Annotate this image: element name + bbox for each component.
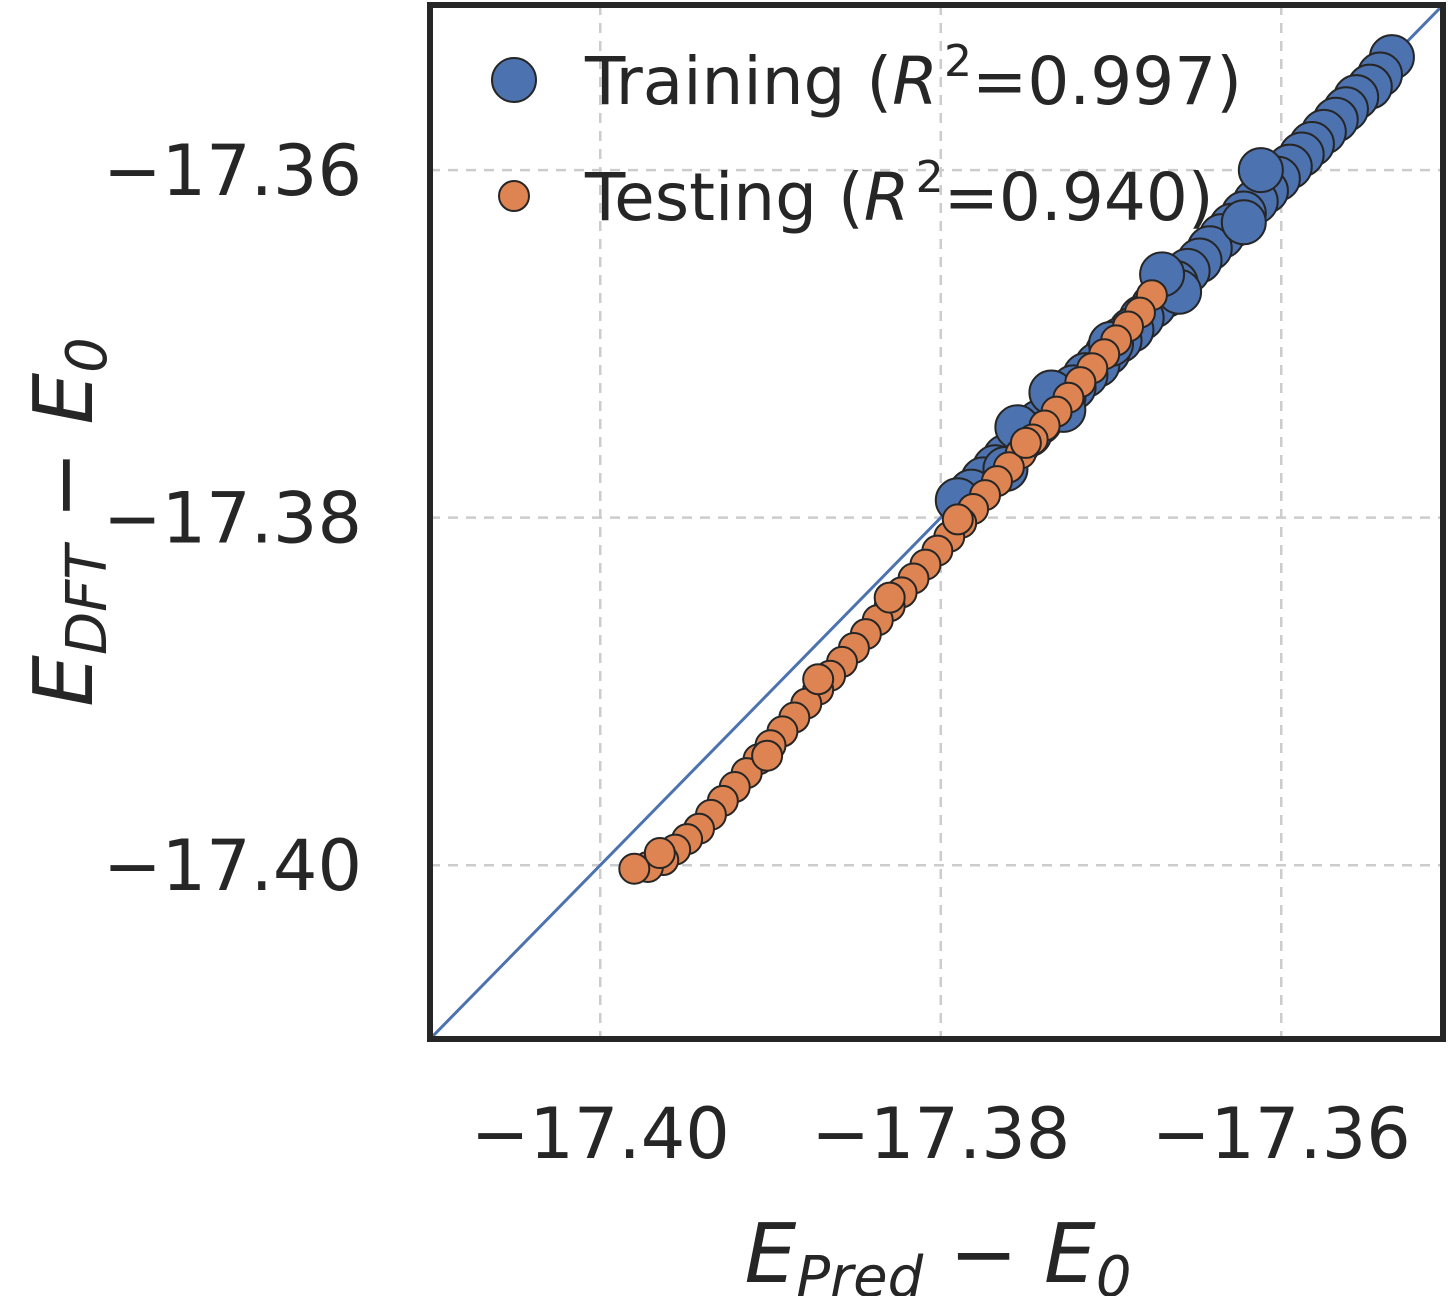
plot-frame [427,2,1446,1042]
y-tick-label-1: −17.38 [103,478,362,560]
x-tick-label-1: −17.38 [811,1093,1070,1175]
legend-label-training: Training (R 2=0.997) [584,36,1242,120]
testing-point-43 [618,852,651,885]
testing-point-47 [873,581,906,614]
legend-testing-suffix: =0.940) [944,159,1214,236]
legend-training-var: R [892,43,938,120]
training-point-47 [1220,199,1267,246]
testing-points [618,279,1168,885]
legend-training-suffix: =0.997) [972,43,1242,120]
y-axis-label-main: E [17,655,112,707]
legend: Training (R 2=0.997) Testing (R 2=0.940) [491,36,1242,236]
y-axis-label-main2: E [17,373,112,425]
y-axis-label-sub2: 0 [55,337,120,373]
x-axis-label-main: E [745,1207,797,1296]
y-tick-label-0: −17.40 [103,825,362,907]
y-axis-label-op: − [17,425,112,546]
testing-point-46 [802,663,835,696]
training-point-46 [1237,147,1284,194]
y-axis-label: EDFT − E0 [17,337,120,707]
legend-training-sup: 2 [944,36,972,87]
x-tick-label-2: −17.36 [1152,1093,1411,1175]
x-axis-label-sub: Pred [796,1245,923,1296]
x-axis-label-op: − [923,1207,1044,1296]
x-axis-label-main2: E [1044,1207,1096,1296]
x-tick-label-0: −17.40 [471,1093,730,1175]
legend-marker-training [491,57,537,103]
testing-point-49 [1009,426,1042,459]
legend-testing-sup: 2 [916,152,944,203]
y-axis-label-sub: DFT [55,542,120,655]
x-tick-labels: −17.40 −17.38 −17.36 [471,1093,1411,1175]
legend-training-prefix: Training ( [584,43,892,120]
legend-testing-var: R [864,159,910,236]
testing-point-45 [751,739,784,772]
legend-testing-prefix: Testing ( [584,159,864,236]
legend-label-testing: Testing (R 2=0.940) [584,152,1214,236]
x-axis-label: EPred − E0 [745,1207,1132,1296]
testing-point-48 [941,503,974,536]
y-tick-label-2: −17.36 [103,130,362,212]
y-tick-labels: −17.40 −17.38 −17.36 [103,130,362,907]
testing-point-44 [643,837,676,870]
x-axis-label-sub2: 0 [1096,1245,1132,1296]
legend-marker-testing [498,180,530,212]
